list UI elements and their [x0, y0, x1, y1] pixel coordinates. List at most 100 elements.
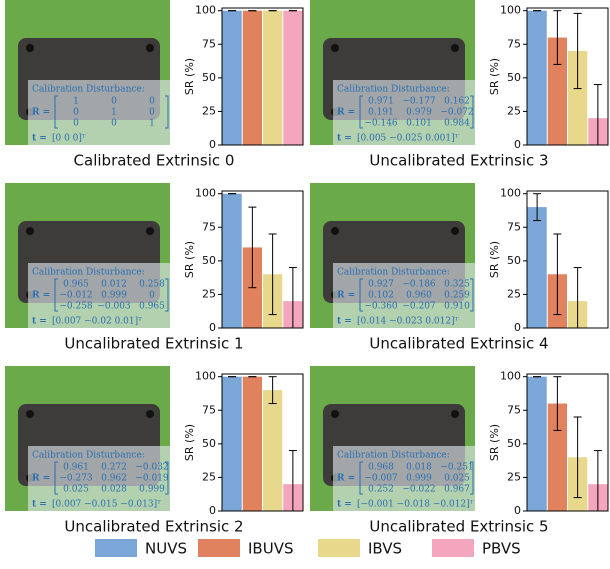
y-axis-label: SR (%) [183, 58, 196, 95]
matrix-entry: 0 [149, 97, 155, 107]
matrix-entry: −0.273 [59, 474, 93, 484]
t-vector: [0 0 0]ᵀ [52, 134, 86, 144]
y-tick-label: 0 [514, 504, 521, 517]
y-tick-label: 75 [202, 403, 216, 416]
r-label: R = [32, 108, 50, 118]
bar [243, 11, 262, 145]
y-tick-label: 100 [195, 370, 216, 383]
y-tick-label: 100 [500, 4, 521, 17]
matrix-entry: −0.251 [440, 463, 473, 473]
t-label: t = [32, 500, 47, 510]
bar [243, 377, 262, 511]
y-tick-label: 75 [202, 37, 216, 50]
matrix-entry: 0.272 [101, 463, 127, 473]
matrix-entry: −0.186 [402, 280, 436, 290]
matrix-entry: 0.965 [139, 302, 165, 312]
y-tick-label: 0 [209, 138, 216, 151]
matrix-entry: 0.101 [406, 119, 432, 129]
disturbance-title: Calibration Disturbance: [337, 451, 450, 461]
matrix-entry: 0.012 [101, 280, 127, 290]
matrix-entry: 0.325 [444, 280, 470, 290]
legend-swatch [432, 539, 474, 557]
bar [223, 11, 242, 145]
matrix-entry: 0.018 [406, 463, 432, 473]
t-vector: [0.005 −0.025 0.001]ᵀ [357, 134, 459, 144]
t-label: t = [32, 134, 47, 144]
matrix-entry: 0.971 [368, 97, 394, 107]
legend-swatch [318, 539, 360, 557]
matrix-entry: −0.012 [59, 291, 92, 301]
plate-hole [26, 410, 34, 418]
matrix-entry: 0.965 [63, 280, 89, 290]
legend-label: NUVS [145, 540, 187, 558]
matrix-entry: 0.962 [101, 474, 127, 484]
t-label: t = [337, 500, 352, 510]
caption: Uncalibrated Extrinsic 3 [369, 152, 548, 170]
matrix-entry: 0.979 [406, 108, 432, 118]
legend-label: IBVS [368, 540, 402, 558]
matrix-entry: 0.102 [368, 291, 394, 301]
matrix-entry: 0 [73, 119, 79, 129]
y-axis-label: SR (%) [488, 241, 501, 278]
y-tick-label: 0 [209, 504, 216, 517]
matrix-entry: 0.960 [406, 291, 432, 301]
y-tick-label: 75 [202, 220, 216, 233]
legend-swatch [95, 539, 137, 557]
y-tick-label: 25 [507, 287, 521, 300]
plate-hole [26, 227, 34, 235]
matrix-entry: −0.007 [364, 474, 398, 484]
bar [528, 11, 547, 145]
caption: Calibrated Extrinsic 0 [74, 152, 235, 170]
matrix-entry: 0.999 [406, 474, 432, 484]
bar [223, 377, 242, 511]
matrix-entry: 0 [149, 291, 155, 301]
matrix-entry: 0.191 [368, 108, 394, 118]
y-tick-label: 50 [202, 71, 216, 84]
t-vector: [−0.001 −0.018 −0.012]ᵀ [357, 500, 474, 510]
matrix-entry: 0.967 [444, 485, 470, 495]
matrix-entry: 0.999 [101, 291, 127, 301]
r-label: R = [337, 474, 355, 484]
matrix-entry: −0.022 [402, 485, 435, 495]
plate-hole [451, 44, 459, 52]
legend-swatch [198, 539, 240, 557]
matrix-entry: 0.028 [101, 485, 127, 495]
matrix-entry: −0.072 [440, 108, 473, 118]
plate-hole [331, 227, 339, 235]
y-tick-label: 25 [202, 287, 216, 300]
disturbance-title: Calibration Disturbance: [32, 451, 145, 461]
matrix-entry: 0.252 [368, 485, 394, 495]
plate-hole [146, 410, 154, 418]
y-tick-label: 25 [202, 104, 216, 117]
bar [528, 377, 547, 511]
plate-hole [331, 44, 339, 52]
y-tick-label: 50 [507, 71, 521, 84]
bar [283, 11, 302, 145]
t-vector: [0.014 −0.023 0.012]ᵀ [357, 317, 459, 327]
t-label: t = [337, 134, 352, 144]
plate-hole [146, 44, 154, 52]
matrix-entry: −0.207 [402, 302, 436, 312]
matrix-entry: −0.032 [135, 463, 168, 473]
bar [528, 207, 547, 328]
t-vector: [0.007 −0.02 0.01]ᵀ [52, 317, 142, 327]
y-tick-label: 100 [500, 187, 521, 200]
matrix-entry: 0 [111, 119, 117, 129]
plate-hole [451, 410, 459, 418]
matrix-entry: 0 [111, 97, 117, 107]
matrix-entry: 0.910 [444, 302, 470, 312]
matrix-entry: 1 [149, 119, 155, 129]
matrix-entry: −0.258 [59, 302, 93, 312]
y-tick-label: 50 [202, 437, 216, 450]
matrix-entry: 0.259 [444, 291, 470, 301]
disturbance-title: Calibration Disturbance: [32, 85, 145, 95]
y-tick-label: 75 [507, 403, 521, 416]
matrix-entry: −0.003 [97, 302, 131, 312]
legend-label: IBUVS [248, 540, 293, 558]
y-tick-label: 100 [500, 370, 521, 383]
disturbance-title: Calibration Disturbance: [337, 85, 450, 95]
caption: Uncalibrated Extrinsic 4 [369, 335, 548, 353]
r-label: R = [32, 474, 50, 484]
y-axis-label: SR (%) [183, 424, 196, 461]
caption: Uncalibrated Extrinsic 2 [64, 518, 243, 536]
